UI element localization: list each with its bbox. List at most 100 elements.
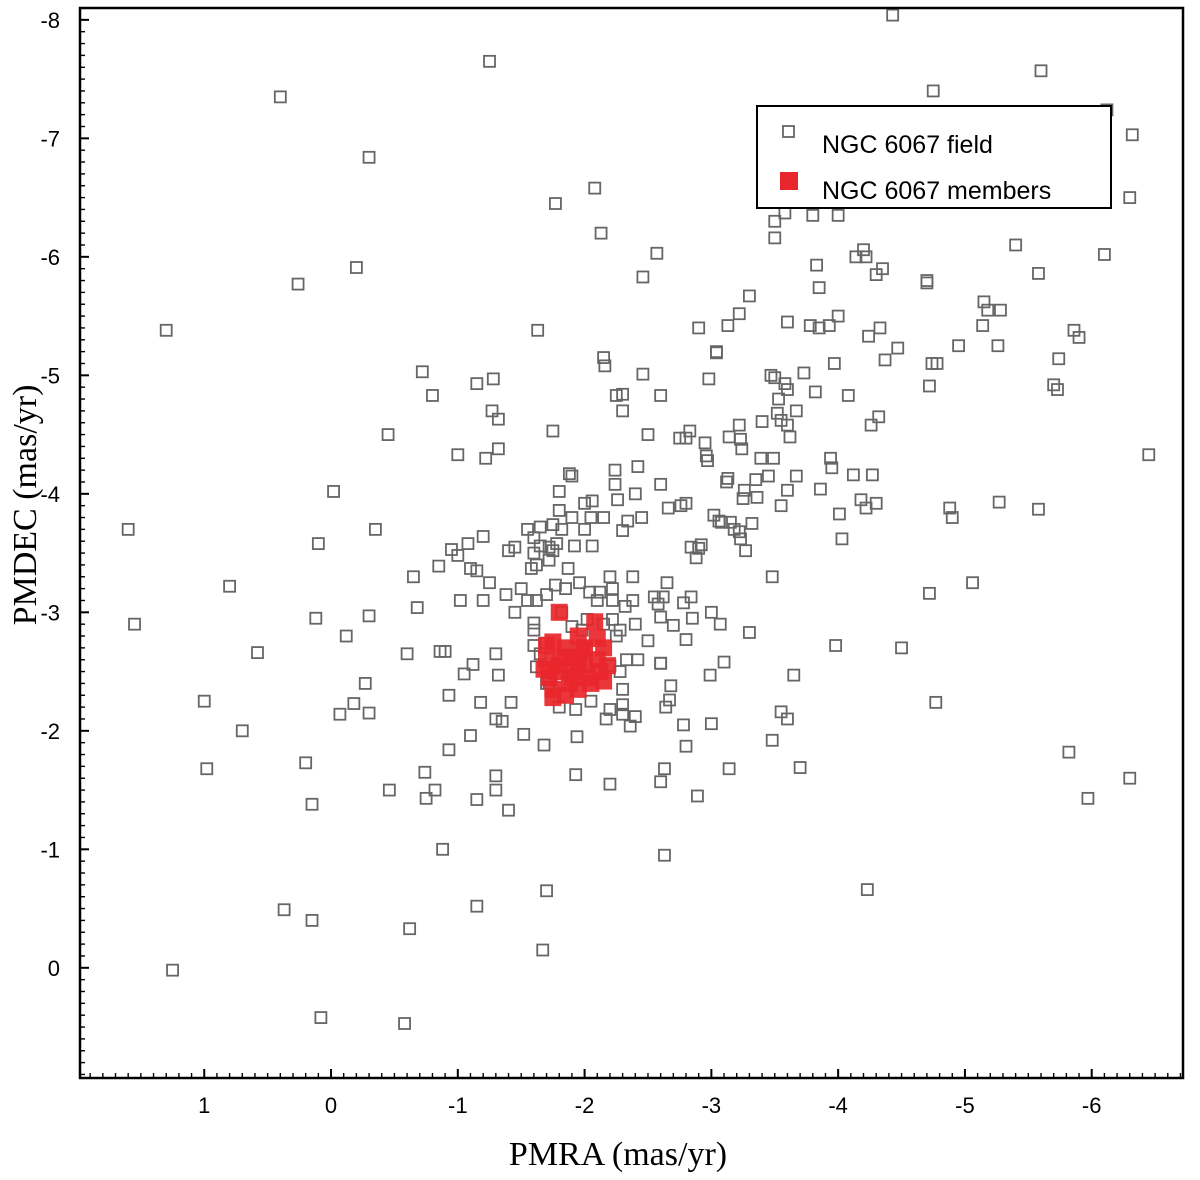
field-point: [661, 501, 675, 515]
field-point: [407, 570, 420, 584]
field-point: [197, 694, 211, 708]
field-point: [466, 658, 480, 671]
field-point: [362, 706, 376, 720]
field-point: [305, 914, 319, 927]
field-point: [631, 653, 645, 667]
field-point: [787, 668, 801, 682]
field-point: [732, 418, 746, 432]
field-point: [806, 208, 820, 222]
field-point: [483, 54, 496, 68]
legend-box: [756, 105, 1112, 209]
field-point: [616, 404, 630, 418]
field-point: [895, 641, 908, 655]
field-point: [1123, 191, 1137, 204]
field-point: [451, 448, 465, 462]
field-point: [565, 511, 579, 524]
field-point: [831, 309, 845, 323]
field-point: [768, 214, 782, 228]
x-tick-label: -5: [955, 1093, 975, 1118]
field-point: [489, 769, 503, 783]
field-point: [585, 494, 599, 508]
field-point: [235, 724, 249, 738]
field-point: [546, 424, 560, 438]
field-point: [732, 525, 746, 539]
field-point: [810, 258, 824, 272]
field-point: [569, 768, 583, 782]
field-point: [309, 611, 323, 625]
field-point: [531, 323, 545, 337]
field-point: [616, 387, 630, 401]
field-point: [703, 668, 717, 682]
field-point: [994, 303, 1007, 317]
field-point: [432, 559, 446, 573]
field-point: [521, 594, 534, 607]
field-point: [517, 727, 531, 741]
field-point: [483, 576, 496, 590]
member-point: [544, 689, 562, 707]
field-point: [578, 496, 591, 510]
field-point: [824, 451, 837, 465]
field-point: [1072, 331, 1086, 344]
field-point: [977, 295, 991, 309]
member-point: [598, 657, 616, 675]
legend: NGC 6067 field NGC 6067 members: [756, 105, 1112, 209]
legend-label-field: NGC 6067 field: [822, 131, 993, 159]
field-point: [527, 616, 541, 630]
field-point: [311, 537, 325, 550]
field-point: [438, 645, 452, 658]
field-point: [362, 609, 376, 623]
field-point: [291, 277, 305, 291]
field-point: [200, 762, 214, 776]
field-point: [647, 590, 661, 604]
field-point: [508, 605, 522, 619]
field-point: [584, 694, 598, 708]
field-point: [1032, 267, 1045, 280]
field-point: [679, 431, 693, 445]
field-point: [685, 611, 699, 625]
field-point: [715, 515, 728, 529]
field-point: [650, 246, 664, 260]
field-point: [841, 389, 855, 402]
field-point: [486, 372, 500, 386]
field-point: [403, 922, 417, 936]
field-point: [314, 1011, 328, 1024]
plot-area: [121, 8, 1156, 1030]
field-point: [347, 697, 361, 710]
y-tick-label: -6: [40, 245, 60, 270]
field-point: [1097, 248, 1111, 261]
field-point: [789, 404, 803, 418]
member-point: [538, 636, 556, 654]
field-point: [626, 570, 640, 584]
x-tick-label: 0: [325, 1093, 337, 1118]
field-point: [552, 504, 566, 517]
field-point: [1125, 128, 1139, 142]
field-point: [1123, 771, 1137, 785]
field-point: [743, 289, 756, 303]
field-point: [121, 522, 135, 536]
field-point: [479, 451, 493, 465]
field-point: [691, 789, 704, 803]
field-point: [474, 695, 488, 709]
field-point: [457, 667, 471, 681]
field-point: [631, 460, 645, 473]
x-axis: 1 0 -1 -2 -3 -4 -5 -6: [89, 1069, 1182, 1118]
field-point: [542, 540, 556, 554]
member-point: [553, 648, 571, 666]
field-point: [251, 646, 264, 660]
field-point: [822, 319, 836, 332]
field-point: [679, 633, 693, 646]
field-point: [764, 368, 778, 382]
field-point: [491, 412, 505, 426]
field-point: [489, 783, 503, 797]
field-point: [608, 463, 622, 477]
field-point: [562, 467, 576, 481]
x-tick-label: -3: [702, 1093, 722, 1118]
field-point: [495, 714, 509, 728]
field-point: [658, 848, 671, 862]
field-point: [621, 514, 635, 528]
x-tick-label: 1: [198, 1093, 210, 1118]
field-point: [743, 626, 756, 639]
field-point: [891, 341, 905, 355]
field-point: [781, 483, 794, 497]
